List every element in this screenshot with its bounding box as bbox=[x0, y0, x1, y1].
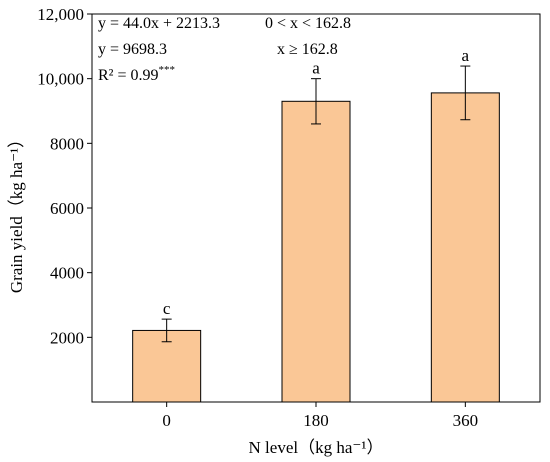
x-tick-label: 0 bbox=[162, 411, 171, 430]
r-squared-text: R² = 0.99 bbox=[98, 67, 159, 84]
bar bbox=[281, 100, 351, 403]
y-tick-label: 2000 bbox=[50, 328, 84, 347]
equation-line2: y = 9698.3 bbox=[98, 41, 167, 58]
significance-label: a bbox=[462, 46, 470, 65]
equation-line1-condition: 0 < x < 162.8 bbox=[265, 15, 351, 32]
x-axis-title: N level（kg ha⁻¹） bbox=[249, 438, 384, 457]
plot-frame bbox=[91, 13, 541, 403]
equation-line2-condition: x ≥ 162.8 bbox=[277, 41, 338, 58]
y-axis-title: Grain yield（kg ha⁻¹） bbox=[7, 131, 26, 293]
bar bbox=[132, 329, 202, 403]
r-squared: R² = 0.99*** bbox=[98, 64, 175, 84]
equation-line1: y = 44.0x + 2213.3 bbox=[98, 15, 220, 32]
y-tick-label: 10,000 bbox=[37, 70, 84, 89]
y-tick-label: 6000 bbox=[50, 199, 84, 218]
x-tick-label: 180 bbox=[303, 411, 329, 430]
y-tick-label: 8000 bbox=[50, 134, 84, 153]
equation-annotation: y = 44.0x + 2213.3 0 < x < 162.8 y = 969… bbox=[98, 15, 351, 84]
bar bbox=[430, 92, 500, 403]
significance-label: a bbox=[312, 59, 320, 78]
y-tick-label: 4000 bbox=[50, 264, 84, 283]
x-tick-label: 360 bbox=[453, 411, 479, 430]
significance-label: c bbox=[163, 299, 171, 318]
plot-area: c 0 a 180 a 360 2000 4000 6000 8000 10,000 12,000 bbox=[37, 5, 541, 430]
r-squared-significance: *** bbox=[159, 64, 176, 76]
y-tick-label: 12,000 bbox=[37, 5, 84, 24]
